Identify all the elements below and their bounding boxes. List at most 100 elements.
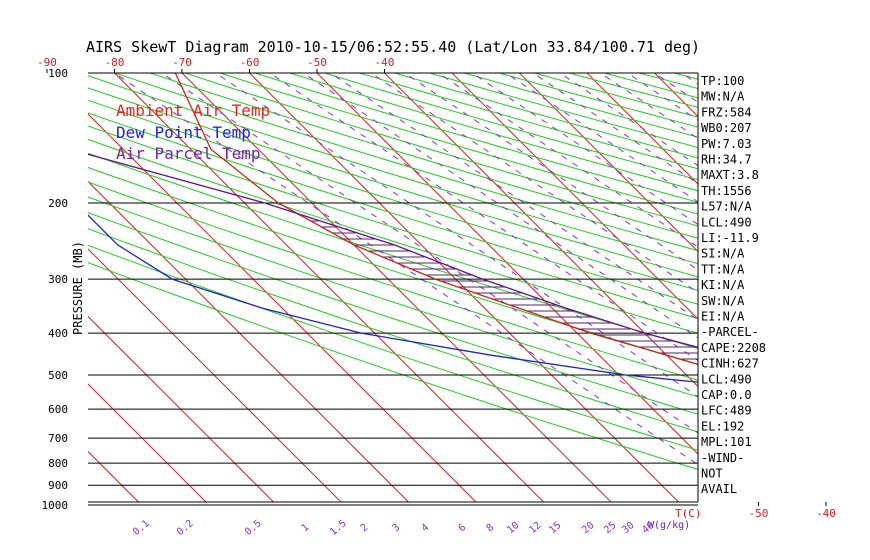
mixing-ratio-tick-label: 0.2 — [175, 518, 196, 538]
isotherm-line — [0, 53, 24, 523]
isotherm-line — [88, 315, 275, 502]
stability-index-item: SI:N/A — [701, 247, 745, 261]
mixing-ratio-tick-label: 6 — [457, 522, 469, 534]
isotherm-line — [837, 53, 870, 523]
y-axis-label: PRESSURE (MB) — [71, 241, 85, 335]
stability-index-item: LCL:490 — [701, 215, 752, 229]
isotherm-line — [181, 73, 612, 502]
mixing-ratio-line — [505, 73, 698, 203]
dry-adiabat-line — [427, 73, 698, 149]
dry-adiabat-line — [88, 181, 698, 381]
mixing-ratio-tick-label: 1 — [300, 522, 312, 534]
mixing-ratio-tick-label: 2 — [359, 522, 371, 534]
top-temp-tick-label: -40 — [375, 56, 395, 69]
mixing-ratio-line — [114, 73, 698, 466]
mixing-ratio-tick-label: 12 — [527, 520, 543, 536]
mixing-ratio-line — [215, 73, 698, 398]
mixing-ratio-tick-label: 3 — [391, 522, 403, 534]
stability-index-item: MW:N/A — [701, 90, 745, 104]
dry-adiabat-line — [88, 244, 698, 451]
dry-adiabat-line — [88, 152, 698, 350]
mixing-ratio-line — [370, 73, 698, 294]
dry-adiabat-line — [88, 228, 698, 433]
top-temp-tick-label: -90 — [37, 56, 57, 69]
dry-adiabat-line — [218, 73, 698, 215]
top-temp-tick-label: -80 — [105, 56, 125, 69]
dry-adiabat-line — [323, 73, 698, 181]
pressure-tick-labels: 100 200 300 400 500 600 700 800 900 1000 — [42, 67, 69, 512]
stability-index-item: TP:100 — [701, 74, 744, 88]
dry-adiabat-line — [734, 53, 870, 521]
pressure-tick-label: 100 — [48, 67, 68, 80]
stability-index-item: FRZ:584 — [701, 105, 752, 119]
dry-adiabat-line — [88, 99, 698, 291]
dry-adiabat-line — [88, 166, 698, 365]
dry-adiabat-line — [88, 87, 698, 278]
pressure-tick-label: 800 — [48, 457, 68, 470]
dew-point-line — [88, 214, 698, 383]
dry-adiabat-line — [288, 73, 698, 192]
cape-hatch — [299, 214, 698, 360]
isotherm-line — [88, 383, 207, 502]
bottom-temp-tick-label: -40 — [816, 507, 836, 520]
mixing-ratio-tick-label: 8 — [485, 522, 497, 534]
dry-adiabat-line — [768, 53, 870, 521]
mixing-ratio-lines — [114, 73, 698, 466]
dry-adiabat-line — [666, 53, 870, 521]
stability-index-item: CAP:0.0 — [701, 388, 752, 402]
stability-index-item: -WIND- — [701, 451, 744, 465]
stability-index-item: LCL:490 — [701, 372, 752, 386]
pressure-tick-label: 900 — [48, 479, 68, 492]
dry-adiabat-lines — [88, 53, 870, 521]
mixing-ratio-tick-label: 0.1 — [131, 518, 152, 538]
isotherm-line — [586, 73, 698, 185]
dry-adiabat-line — [836, 53, 870, 521]
isotherm-line — [248, 73, 680, 502]
dry-adiabat-line — [88, 112, 698, 305]
mixing-ratio-tick-label: 10 — [505, 520, 521, 536]
mixing-ratio-tick-label: 1.5 — [328, 518, 349, 538]
dry-adiabat-line — [113, 73, 698, 252]
moist-adiabat-lines — [792, 375, 870, 523]
stability-index-item: L57:N/A — [701, 200, 752, 214]
dry-adiabat-line — [357, 73, 698, 170]
stability-index-item: SW:N/A — [701, 294, 745, 308]
mixing-ratio-tick-labels: 0.1 0.2 0.5 1 1.5 2 3 4 6 8 10 12 15 20 25 30 40 — [131, 518, 657, 538]
dry-adiabat-line — [88, 75, 698, 265]
dry-adiabat-line — [88, 138, 698, 334]
stability-index-item: NOT — [701, 467, 723, 481]
stability-index-item: RH:34.7 — [701, 153, 752, 167]
isotherm-line — [113, 73, 545, 502]
stability-index-item: TH:1556 — [701, 184, 752, 198]
chart-text: AIRS SkewT Diagram 2010-10-15/06:52:55.4… — [71, 38, 702, 531]
sounding-series — [88, 73, 698, 383]
isotherm-line — [316, 73, 698, 455]
dry-adiabat-line — [88, 196, 698, 398]
stability-index-item: CINH:627 — [701, 357, 759, 371]
bottom-temp-tick-label: -50 — [749, 507, 769, 520]
isotherm-line — [653, 73, 698, 118]
mixing-ratio-tick-label: 4 — [420, 522, 432, 534]
isotherm-line — [518, 73, 698, 253]
stability-index-item: LFC:489 — [701, 404, 752, 418]
isotherm-line — [451, 73, 698, 320]
mixing-ratio-unit: W(g/kg) — [648, 520, 690, 531]
dry-adiabat-line — [88, 212, 698, 415]
moist-adiabat-line — [846, 375, 870, 523]
mixing-ratio-line — [438, 73, 698, 248]
isotherm-line — [770, 53, 870, 523]
stability-index-item: EL:192 — [701, 419, 744, 433]
mixing-ratio-line — [654, 73, 698, 103]
pressure-tick-label: 200 — [48, 197, 68, 210]
dry-adiabat-line — [802, 53, 870, 521]
pressure-tick-label: 600 — [48, 403, 68, 416]
stability-index-item: MAXT:3.8 — [701, 168, 759, 182]
x-axis-label: T(C) — [675, 507, 702, 520]
axes — [88, 72, 699, 503]
pressure-tick-label: 500 — [48, 369, 68, 382]
stability-index-item: TT:N/A — [701, 262, 745, 276]
stability-index-item: KI:N/A — [701, 278, 745, 292]
moist-adiabat-line — [792, 375, 870, 523]
